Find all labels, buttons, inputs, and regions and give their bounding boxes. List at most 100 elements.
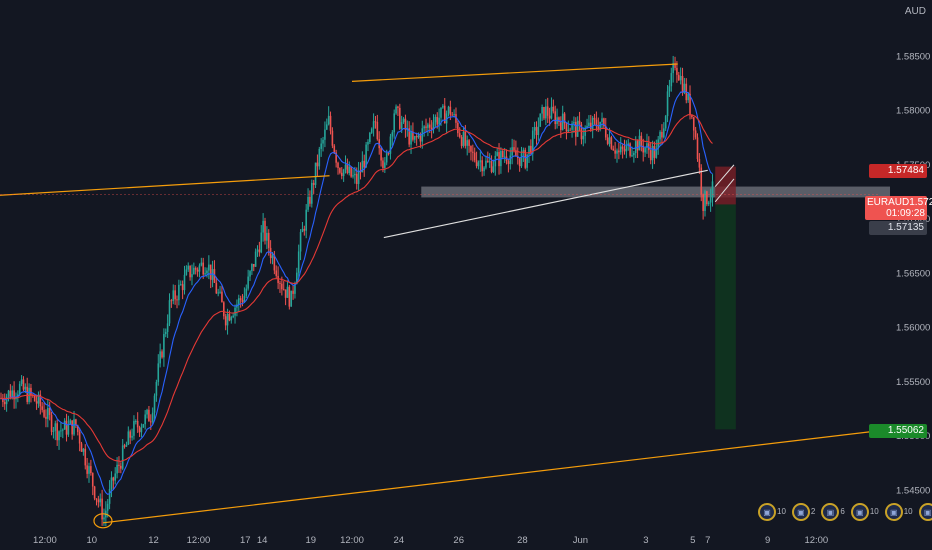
candle-body [638,135,641,151]
candle-body [578,120,581,125]
candle-body [700,167,703,195]
x-tick-label: 24 [394,535,405,546]
candle-body [284,289,287,298]
event-badge[interactable]: ▣ [791,503,810,521]
candle-body [681,75,684,93]
candle-body [582,135,585,140]
candle-body [73,419,75,435]
candle-body [348,166,351,173]
event-badge[interactable]: ▣ [821,503,840,521]
candle-body [498,152,500,167]
candle-body [361,160,364,173]
candle-body [696,137,699,159]
candle-body [526,154,528,168]
candle-body [603,118,605,127]
candle-body [193,267,195,275]
candle-body [604,126,607,138]
candle-body [518,158,521,167]
candle-body [520,153,523,167]
event-badge[interactable]: ▣ [850,503,869,521]
event-badge[interactable]: ▣ [758,503,776,521]
candle-body [71,420,73,435]
candle-body [653,146,656,158]
candle-body [138,427,141,433]
x-tick-label: 28 [517,535,528,546]
candle-body [677,74,680,81]
candle-body [633,152,635,156]
candle-body [676,67,678,75]
candle-body [179,284,182,286]
candle-body [35,401,38,404]
trendline [351,63,678,82]
candle-body [189,265,191,278]
candle-body [174,290,176,300]
candle-body [84,448,87,466]
candle-body [621,146,624,149]
candle-body [485,160,487,168]
candle-body [226,313,229,326]
candle-body [342,169,345,177]
candle-body [417,135,420,138]
x-tick-label: 17 [240,535,251,546]
candle-body [691,115,693,118]
economic-events-row[interactable]: ▣10▣2▣6▣10▣10▣2▣10 [758,503,932,525]
candle-body [473,152,476,161]
candle-body [260,232,263,253]
candle-body [93,486,96,499]
y-tick-label: 1.55500 [896,377,930,388]
candle-body [447,106,450,114]
ema-slow-line [0,114,713,462]
candle-body [625,145,628,152]
candle-body [462,132,465,146]
candle-body [395,106,397,114]
candle-body [164,331,167,335]
candle-body [404,118,407,130]
candle-body [455,114,457,123]
candle-body [706,191,708,205]
candle-body [217,292,219,294]
candle-body [589,122,592,130]
x-tick-label: 12 [148,535,159,546]
candle-body [436,116,439,125]
candle-body [548,115,551,119]
candle-body [689,93,691,116]
candle-body [324,129,326,140]
candle-body [153,395,156,413]
candle-body [374,121,377,123]
candle-body [483,167,485,172]
candle-body [445,113,448,124]
event-badge[interactable]: ▣ [918,503,932,521]
candle-body [114,473,117,481]
y-tick-label: 1.58000 [896,106,930,117]
candle-body [421,128,424,142]
candle-body [294,284,296,294]
stop-price-label: 1.57484 [869,164,927,178]
entry-price-label: 1.57135 [869,221,927,235]
candle-body [267,232,270,248]
candle-body [103,517,105,520]
candle-body [223,302,225,317]
candle-body [644,147,646,153]
candle-body [176,299,178,301]
candle-body [327,115,330,125]
candle-body [262,220,264,233]
candle-body [608,137,611,144]
candle-body [90,466,92,474]
candle-body [391,132,394,137]
candle-body [661,131,663,138]
candle-body [357,170,360,184]
candle-body [275,270,278,276]
candle-body [41,406,43,410]
candle-body [389,136,392,154]
candle-body [402,118,405,123]
candle-body [198,265,201,272]
event-badge[interactable]: ▣ [884,503,903,521]
candle-body [393,113,395,133]
candle-body [427,124,429,128]
candle-body [709,197,712,203]
resistance-zone [421,186,890,198]
candle-body [492,166,495,172]
trendline [102,430,881,524]
